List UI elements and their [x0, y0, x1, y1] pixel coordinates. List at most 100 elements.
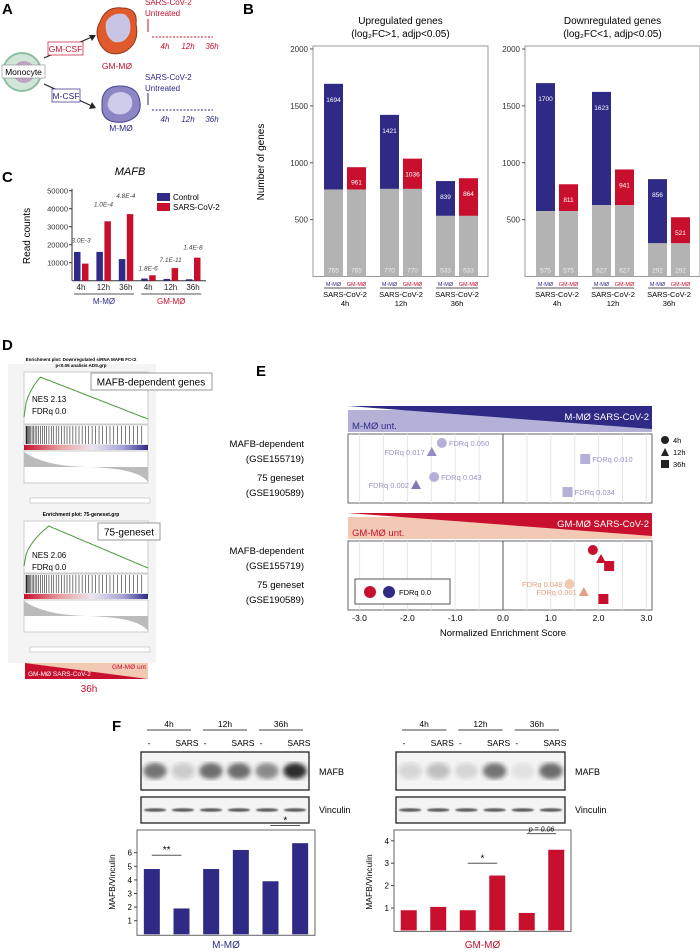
- chart-e-row-sublabel: (GSE190589): [246, 488, 304, 499]
- gsea-enrichment-curve: [23, 376, 149, 420]
- gm-csf-label: GM-CSF: [49, 44, 83, 54]
- chart-e-fdr-legend-label: FDRq 0.0: [399, 588, 431, 597]
- chart-f-significance-label: **: [163, 845, 171, 856]
- chart-b-bar-label: M-MØ: [326, 282, 342, 288]
- chart-b-ylabel: Number of genes: [256, 124, 267, 201]
- chart-c-ytick-label: 20000: [47, 241, 68, 250]
- chart-c-title: MAFB: [115, 166, 146, 178]
- chart-b-category-prefix: SARS-CoV-2: [435, 290, 479, 299]
- chart-b-frame: [312, 45, 489, 277]
- chart-e-xtick-label: -2.0: [400, 613, 415, 623]
- gsea2-label-box: [97, 522, 161, 541]
- chart-e-row-label: 75 geneset: [257, 473, 304, 484]
- gm-time-36h: 36h: [205, 42, 219, 51]
- chart-f-lane-label: -: [204, 738, 207, 748]
- chart-f-ytick-label: 5: [128, 862, 133, 871]
- chart-b-shared-label: 292: [675, 268, 686, 275]
- chart-c-group-label: GM-MØ: [157, 297, 185, 306]
- chart-f-bar: [292, 843, 309, 935]
- chart-b-category-label: 4h: [553, 299, 561, 308]
- chart-b-shared-label: 770: [384, 268, 395, 275]
- gsea-rank-colorbar: [24, 594, 148, 599]
- gsea-ranked-metric-area: [24, 601, 148, 631]
- chart-b-bar-label: GM-MØ: [347, 282, 367, 288]
- gm-csf-box: [47, 41, 84, 56]
- chart-e-fdr-label: FDRq 0.048: [522, 580, 562, 589]
- chart-b-ytick-label: 500: [507, 216, 521, 225]
- chart-b-bar-label: M-MØ: [438, 282, 454, 288]
- chart-b-bar-specific: [648, 179, 667, 244]
- m-csf-label: M-CSF: [53, 91, 80, 101]
- chart-e-point-square: [598, 594, 609, 604]
- chart-b-total-label: 521: [675, 230, 686, 237]
- chart-b-category-prefix: SARS-CoV-2: [323, 290, 367, 299]
- chart-c-group-label: M-MØ: [93, 297, 115, 306]
- chart-b-total-label: 941: [619, 182, 630, 189]
- chart-f-vinculin-band: [426, 808, 450, 812]
- chart-b-category-label: 36h: [451, 299, 464, 308]
- gsea-gradient-left-label: GM-MØ SARS-CoV-2: [28, 671, 91, 678]
- chart-e-fdr-label: FDRq 0.034: [575, 488, 615, 497]
- chart-f-bar: [262, 881, 279, 935]
- chart-f-lane-label: SARS: [543, 738, 566, 748]
- chart-f-ytick-label: 3: [128, 890, 133, 899]
- chart-e-fdr-label: FDRq 0.017: [384, 448, 424, 457]
- chart-b-shared-label: 292: [652, 268, 663, 275]
- panel-label-d: D: [2, 337, 13, 354]
- chart-c-ytick-label: 10000: [47, 259, 68, 268]
- chart-b-title: Upregulated genes: [358, 16, 443, 27]
- chart-f-mafb-blot: [395, 751, 566, 791]
- chart-c-bar: [118, 259, 126, 281]
- chart-b-total-label: 811: [563, 197, 574, 204]
- chart-e-banner-right: M-MØ SARS-CoV-2: [565, 412, 649, 423]
- chart-b-subtitle: (log₂FC>1, adjp<0.05): [351, 29, 449, 40]
- chart-b-bar-shared: [403, 188, 422, 277]
- chart-c-bar: [74, 251, 81, 281]
- chart-f-mafb-band: [426, 763, 451, 779]
- chart-e-fdr-label: FDRq 0.002: [369, 481, 409, 490]
- m-macrophage-label: M-MØ: [109, 123, 133, 133]
- monocyte-label-box: [1, 64, 46, 79]
- monocyte-label: Monocyte: [5, 67, 42, 77]
- chart-f-vinculin-band: [283, 808, 307, 812]
- chart-b-bar-specific: [592, 91, 611, 206]
- chart-e-point-circle: [436, 438, 447, 448]
- chart-e-frame: [347, 433, 653, 504]
- chart-f-bar: [143, 869, 160, 935]
- chart-c-pvalue: 1.0E-4: [94, 202, 114, 209]
- chart-c-pvalue: 7.1E-11: [159, 257, 182, 264]
- chart-f-bar: [232, 849, 249, 935]
- chart-f-mafb-band: [454, 763, 479, 779]
- chart-c-bar: [171, 268, 179, 281]
- chart-b-category-label: 12h: [607, 299, 620, 308]
- chart-b-total-label: 1694: [326, 97, 341, 104]
- chart-e-point-square: [604, 561, 615, 571]
- chart-b-category-prefix: SARS-CoV-2: [647, 290, 691, 299]
- chart-b-shared-label: 575: [563, 268, 574, 275]
- chart-f-timepoint-label: 4h: [419, 719, 429, 729]
- chart-f-vinculin-band: [398, 808, 422, 812]
- m-arrowhead-icon: [89, 102, 96, 109]
- chart-e-point-circle: [429, 472, 440, 482]
- chart-b-bar-label: GM-MØ: [559, 282, 579, 288]
- chart-c-xtick-label: 36h: [119, 283, 132, 292]
- chart-c-bar: [163, 278, 171, 281]
- chart-c-legend-label: SARS-CoV-2: [173, 203, 220, 212]
- chart-b-shared-label: 627: [619, 268, 630, 275]
- chart-b-bar-specific: [459, 178, 478, 216]
- chart-b-bar-shared: [347, 189, 366, 277]
- chart-f-significance-label: p = 0.06: [528, 827, 555, 834]
- chart-b-subtitle: (log₂FC<1, adjp<0.05): [563, 29, 661, 40]
- chart-f-timepoint-label: 36h: [274, 719, 288, 729]
- chart-b-ytick-label: 2000: [502, 45, 520, 54]
- chart-e-xtick-label: 0.0: [497, 613, 509, 623]
- chart-b-bar-specific: [324, 83, 343, 190]
- chart-b-ytick-label: 1000: [502, 159, 520, 168]
- chart-e-point-circle: [587, 545, 598, 555]
- chart-e-point-square: [580, 454, 591, 464]
- chart-f-vinculin-band: [455, 808, 478, 812]
- chart-f-ytick-label: 4: [128, 876, 133, 885]
- chart-f-timepoint-label: 12h: [218, 719, 232, 729]
- chart-e-xtick-label: 2.0: [593, 613, 605, 623]
- chart-b-bar-label: M-MØ: [382, 282, 398, 288]
